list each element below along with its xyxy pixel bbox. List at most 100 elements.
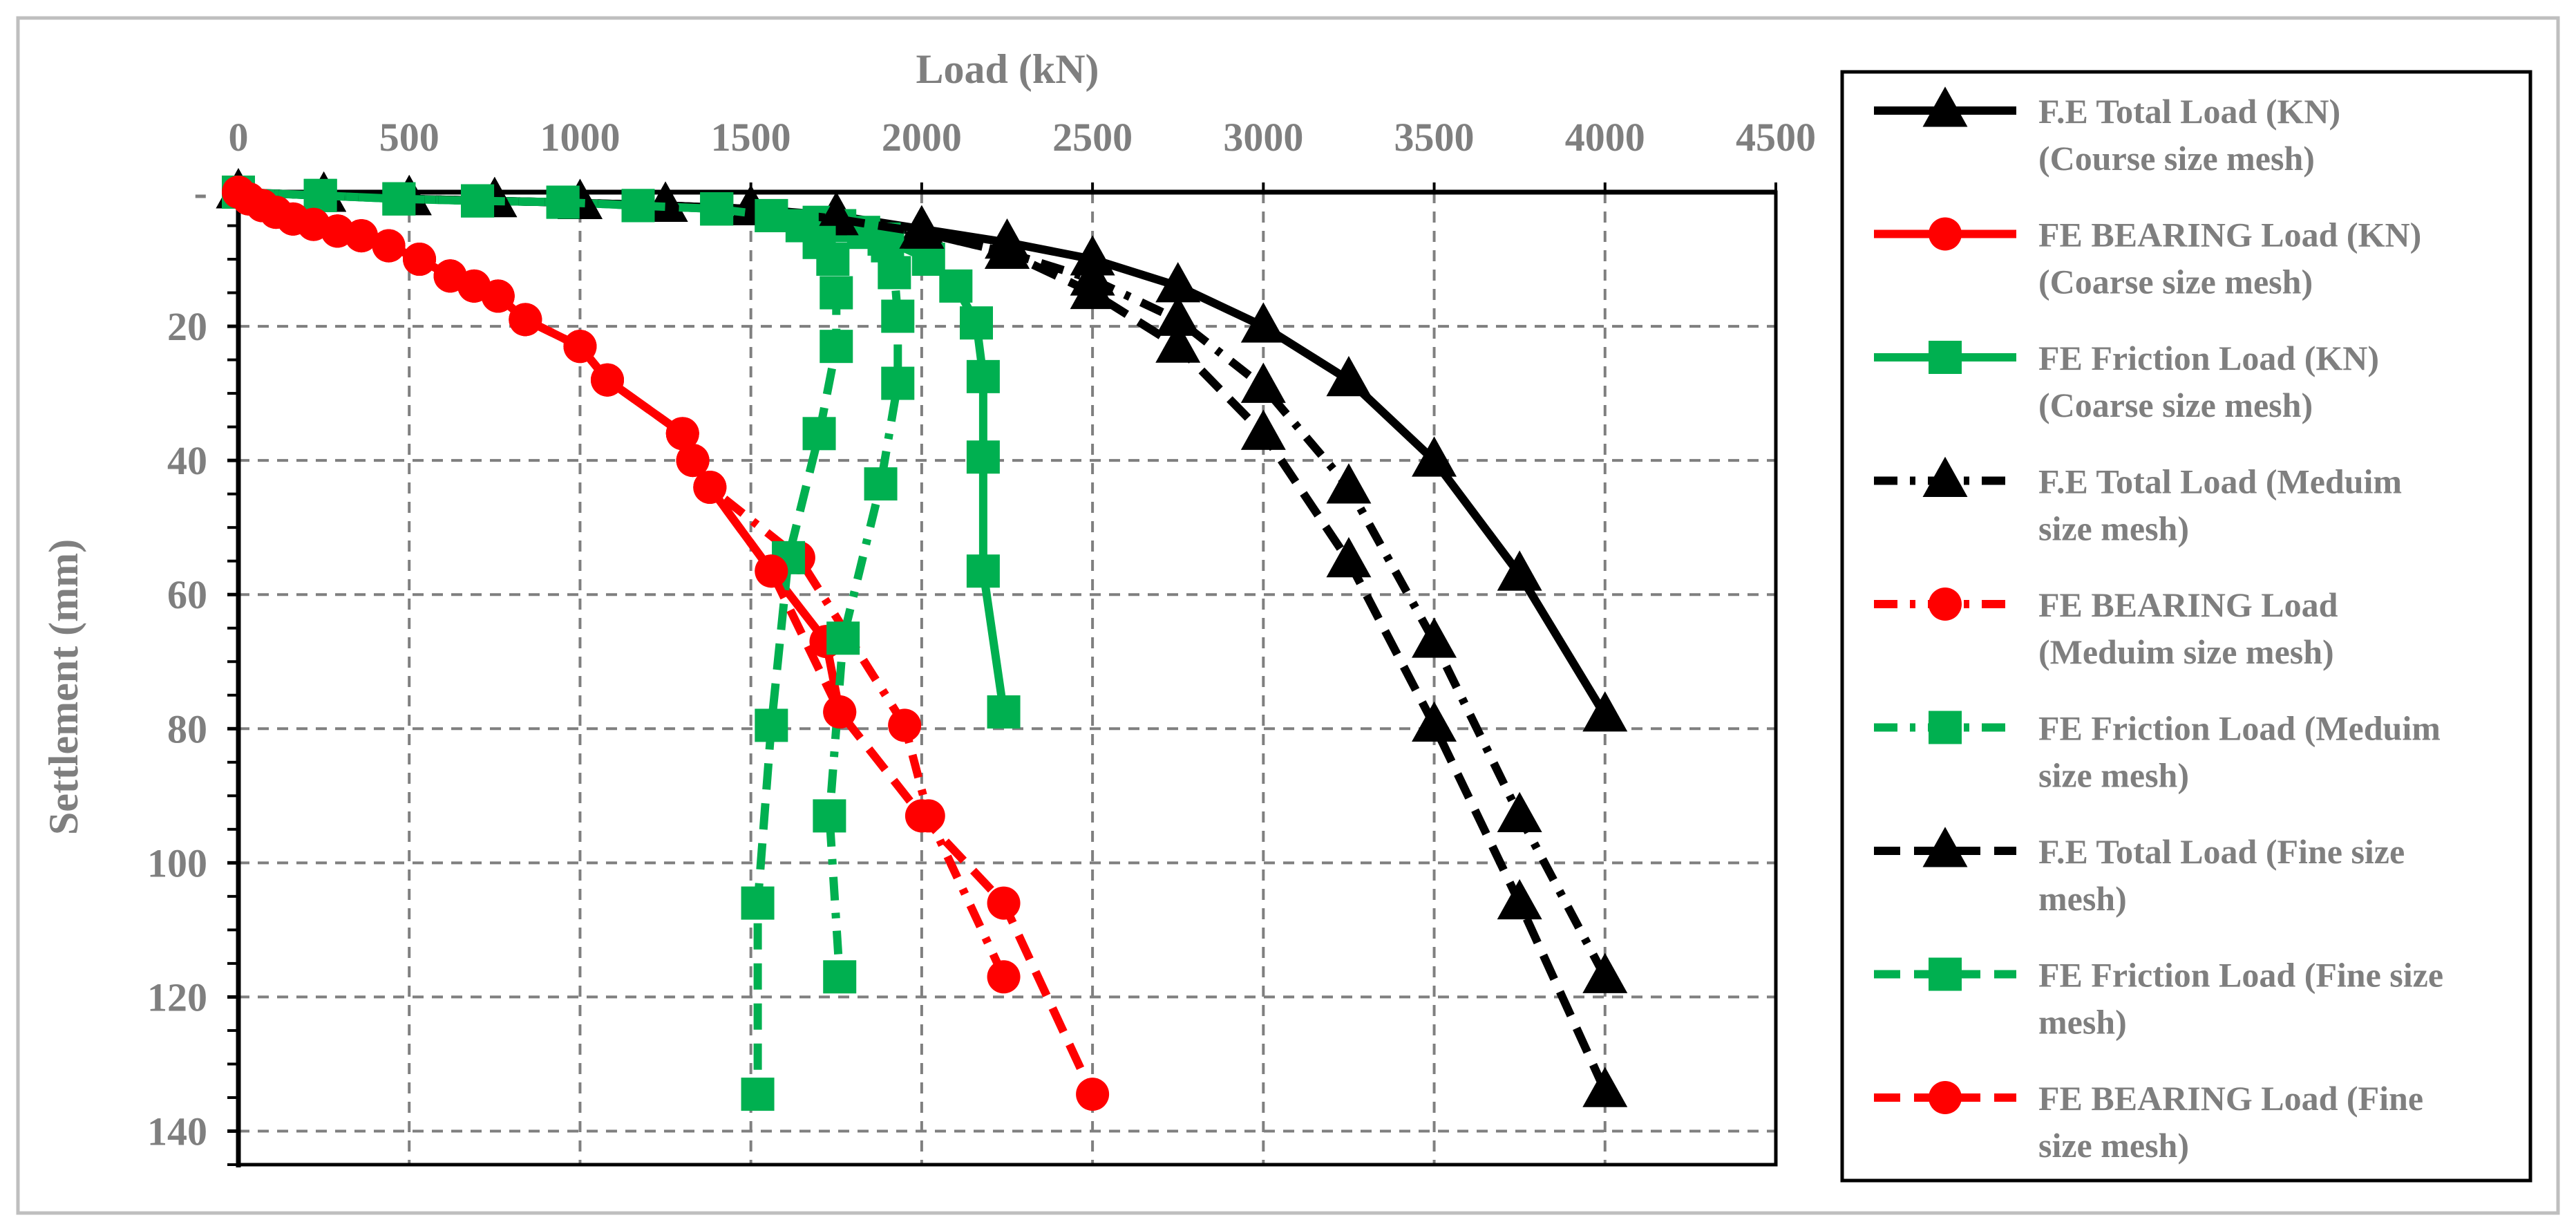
- legend-marker: [1929, 711, 1962, 744]
- legend-label: FE Friction Load (Meduim: [2038, 709, 2441, 748]
- legend-box: [1840, 70, 2532, 1183]
- legend-label: F.E Total Load (KN): [2038, 92, 2340, 131]
- data-point: [1582, 952, 1628, 993]
- data-point: [403, 243, 437, 276]
- data-point: [546, 185, 580, 219]
- data-point: [1412, 701, 1457, 742]
- data-point: [741, 1078, 775, 1111]
- data-point: [676, 444, 710, 478]
- legend-entry-2: FE BEARING Load (KN) (Coarse size mesh): [1874, 216, 2421, 301]
- data-point: [960, 306, 993, 340]
- series-9: [222, 176, 1110, 1111]
- legend-entry-1: F.E Total Load (KN) (Course size mesh): [1874, 86, 2340, 178]
- legend-label: F.E Total Load (Meduim: [2038, 462, 2402, 501]
- legend-label: size mesh): [2038, 756, 2189, 795]
- legend-marker: [1929, 341, 1962, 374]
- legend-marker: [1929, 217, 1962, 251]
- data-point: [1240, 409, 1286, 450]
- data-point: [621, 189, 655, 223]
- legend-label: (Coarse size mesh): [2038, 386, 2313, 424]
- legend-label: FE Friction Load (Fine size: [2038, 956, 2443, 995]
- data-point: [481, 279, 515, 313]
- data-point: [939, 269, 973, 303]
- series-layer: [216, 168, 1628, 1111]
- data-point: [864, 467, 898, 501]
- data-point: [1582, 691, 1628, 732]
- legend-entry-7: F.E Total Load (Fine size mesh): [1874, 827, 2405, 918]
- data-point: [985, 228, 1030, 269]
- x-tick-label: 4000: [1565, 115, 1645, 160]
- x-tick-label: 0: [229, 115, 249, 160]
- legend-label: FE BEARING Load: [2038, 585, 2338, 624]
- legend-marker: [1922, 456, 1968, 498]
- y-tick-label: 140: [147, 1109, 207, 1154]
- x-axis-title: Load (kN): [916, 46, 1099, 92]
- data-point: [345, 219, 378, 253]
- data-point: [987, 695, 1021, 729]
- data-point: [966, 359, 1000, 393]
- data-point: [665, 417, 699, 451]
- tick-labels: 0 500 1000 1500 2000 2500 3000 3500 4000 4500 - 20 4…: [147, 115, 1816, 1154]
- legend-marker: [1922, 86, 1968, 127]
- data-point: [591, 363, 624, 397]
- legend-label: F.E Total Load (Fine size: [2038, 832, 2405, 871]
- data-point: [823, 960, 857, 994]
- data-point: [461, 184, 495, 218]
- data-point: [987, 886, 1021, 920]
- legend-label: mesh): [2038, 879, 2127, 918]
- data-point: [372, 229, 406, 263]
- data-point: [881, 366, 915, 400]
- legend-label: FE BEARING Load (KN): [2038, 216, 2421, 254]
- data-point: [755, 554, 788, 588]
- legend-entry-8: FE Friction Load (Fine size mesh): [1874, 956, 2443, 1042]
- legend-entry-9: FE BEARING Load (Fine size mesh): [1874, 1079, 2423, 1165]
- y-tick-label: -: [194, 170, 207, 215]
- data-point: [563, 330, 597, 364]
- data-point: [693, 470, 727, 504]
- x-tick-label: 4500: [1736, 115, 1816, 160]
- data-point: [755, 708, 788, 742]
- data-point: [1155, 262, 1201, 303]
- y-tick-label: 60: [167, 572, 207, 617]
- data-point: [1326, 463, 1372, 504]
- data-point: [1497, 791, 1542, 832]
- legend-label: (Coarse size mesh): [2038, 263, 2313, 301]
- data-point: [1240, 302, 1286, 343]
- data-point: [813, 195, 859, 236]
- legend-entry-5: FE BEARING Load (Meduim size mesh): [1874, 585, 2338, 671]
- legend-label: (Meduim size mesh): [2038, 632, 2334, 671]
- data-point: [816, 243, 850, 276]
- data-point: [905, 799, 938, 833]
- data-point: [823, 695, 857, 729]
- legend-marker: [1929, 957, 1962, 991]
- data-point: [1155, 322, 1201, 363]
- series-8: [222, 176, 853, 1111]
- legend-label: (Course size mesh): [2038, 139, 2315, 178]
- data-point: [987, 960, 1021, 994]
- x-tick-label: 1500: [711, 115, 791, 160]
- data-point: [888, 708, 922, 742]
- legend-entry-3: FE Friction Load (KN) (Coarse size mesh): [1874, 339, 2379, 424]
- data-point: [741, 886, 775, 920]
- y-tick-label: 40: [167, 438, 207, 483]
- x-tick-label: 3000: [1223, 115, 1303, 160]
- x-tick-label: 1000: [540, 115, 620, 160]
- x-tick-label: 500: [379, 115, 439, 160]
- legend: F.E Total Load (KN) (Course size mesh) FE …: [1874, 86, 2443, 1165]
- legend-marker: [1929, 588, 1962, 621]
- data-point: [382, 182, 416, 216]
- y-axis-title: Settlement (mm): [41, 539, 86, 835]
- data-point: [881, 299, 915, 333]
- data-point: [1412, 617, 1457, 658]
- data-point: [755, 198, 788, 232]
- legend-label: size mesh): [2038, 1126, 2189, 1165]
- legend-label: FE Friction Load (KN): [2038, 339, 2379, 377]
- data-point: [826, 621, 860, 655]
- y-tick-label: 20: [167, 304, 207, 349]
- data-point: [1076, 1078, 1110, 1111]
- y-tick-label: 80: [167, 706, 207, 751]
- x-tick-label: 2500: [1052, 115, 1133, 160]
- legend-label: size mesh): [2038, 509, 2189, 548]
- y-tick-label: 100: [147, 840, 207, 885]
